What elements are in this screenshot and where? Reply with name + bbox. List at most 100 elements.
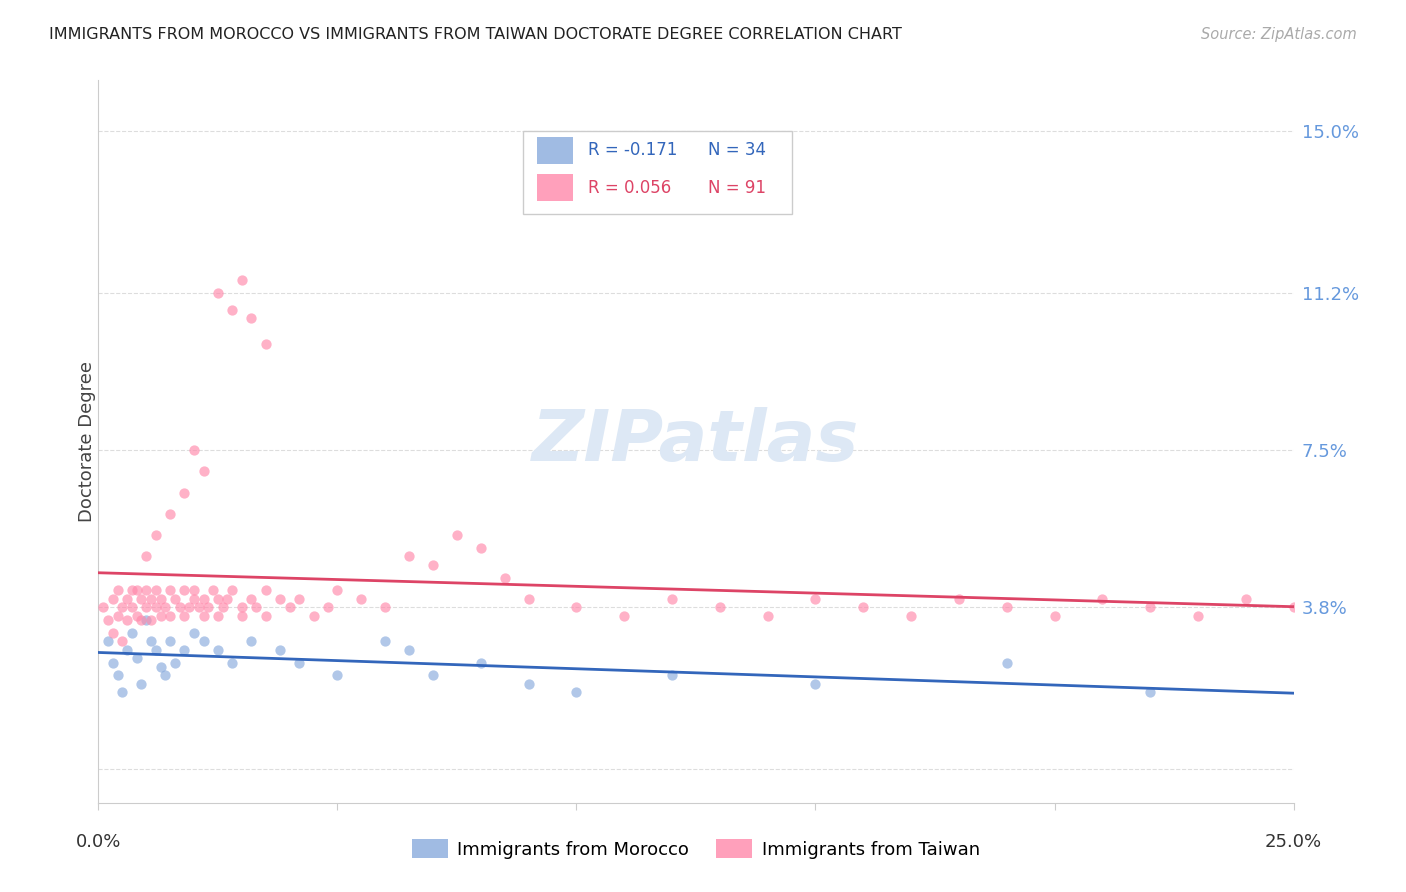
Point	[149, 591, 172, 606]
FancyBboxPatch shape	[523, 131, 792, 214]
Point	[91, 600, 114, 615]
Point	[202, 583, 225, 598]
Point	[145, 528, 167, 542]
Point	[163, 656, 186, 670]
Point	[159, 507, 181, 521]
Point	[121, 625, 143, 640]
Point	[494, 570, 516, 584]
Point	[135, 583, 157, 598]
Point	[101, 656, 124, 670]
Point	[231, 273, 253, 287]
Legend: Immigrants from Morocco, Immigrants from Taiwan: Immigrants from Morocco, Immigrants from…	[405, 832, 987, 866]
Point	[1043, 608, 1066, 623]
Point	[155, 600, 177, 615]
Point	[254, 583, 277, 598]
Point	[1282, 600, 1305, 615]
Point	[1187, 608, 1209, 623]
Point	[565, 685, 588, 699]
Point	[193, 464, 215, 478]
Point	[107, 608, 129, 623]
Point	[145, 583, 167, 598]
Point	[288, 656, 311, 670]
Point	[179, 600, 201, 615]
Point	[326, 668, 349, 682]
Point	[661, 668, 683, 682]
Point	[125, 608, 148, 623]
Y-axis label: Doctorate Degree: Doctorate Degree	[79, 361, 96, 522]
Text: ZIPatlas: ZIPatlas	[533, 407, 859, 476]
Point	[398, 549, 420, 564]
Point	[422, 668, 444, 682]
Point	[187, 600, 209, 615]
Point	[446, 528, 468, 542]
Point	[145, 600, 167, 615]
Point	[470, 656, 492, 670]
Point	[139, 613, 162, 627]
Point	[240, 634, 263, 648]
Point	[183, 625, 205, 640]
Text: 0.0%: 0.0%	[76, 833, 121, 851]
Point	[145, 642, 167, 657]
Point	[107, 668, 129, 682]
Point	[231, 600, 253, 615]
Point	[326, 583, 349, 598]
Point	[948, 591, 970, 606]
Point	[240, 591, 263, 606]
Point	[207, 642, 229, 657]
Point	[374, 600, 396, 615]
Point	[269, 642, 291, 657]
Point	[135, 600, 157, 615]
Point	[121, 600, 143, 615]
Point	[470, 541, 492, 555]
Point	[183, 443, 205, 458]
Point	[183, 583, 205, 598]
Point	[398, 642, 420, 657]
Point	[900, 608, 922, 623]
Point	[149, 660, 172, 674]
Point	[111, 634, 134, 648]
Point	[565, 600, 588, 615]
Point	[139, 591, 162, 606]
Point	[254, 336, 277, 351]
Point	[163, 591, 186, 606]
Point	[111, 685, 134, 699]
Point	[125, 583, 148, 598]
Point	[131, 613, 153, 627]
Text: R = -0.171: R = -0.171	[589, 141, 678, 160]
Point	[183, 591, 205, 606]
Point	[245, 600, 267, 615]
Point	[613, 608, 636, 623]
Point	[173, 608, 195, 623]
Point	[155, 668, 177, 682]
Point	[97, 634, 120, 648]
Point	[254, 608, 277, 623]
Text: IMMIGRANTS FROM MOROCCO VS IMMIGRANTS FROM TAIWAN DOCTORATE DEGREE CORRELATION C: IMMIGRANTS FROM MOROCCO VS IMMIGRANTS FR…	[49, 27, 903, 42]
Point	[221, 656, 243, 670]
Point	[159, 608, 181, 623]
Point	[661, 591, 683, 606]
Point	[221, 302, 243, 317]
Point	[995, 656, 1018, 670]
Point	[1091, 591, 1114, 606]
Point	[278, 600, 301, 615]
Point	[207, 591, 229, 606]
Point	[709, 600, 731, 615]
Point	[221, 583, 243, 598]
Point	[207, 285, 229, 300]
Point	[211, 600, 233, 615]
Point	[193, 634, 215, 648]
Point	[517, 591, 540, 606]
Point	[169, 600, 191, 615]
Point	[517, 677, 540, 691]
Point	[131, 677, 153, 691]
Text: Source: ZipAtlas.com: Source: ZipAtlas.com	[1201, 27, 1357, 42]
Point	[374, 634, 396, 648]
Point	[269, 591, 291, 606]
Point	[231, 608, 253, 623]
Point	[302, 608, 325, 623]
Point	[115, 642, 138, 657]
Point	[1139, 600, 1161, 615]
Point	[240, 311, 263, 326]
Point	[207, 608, 229, 623]
Point	[107, 583, 129, 598]
